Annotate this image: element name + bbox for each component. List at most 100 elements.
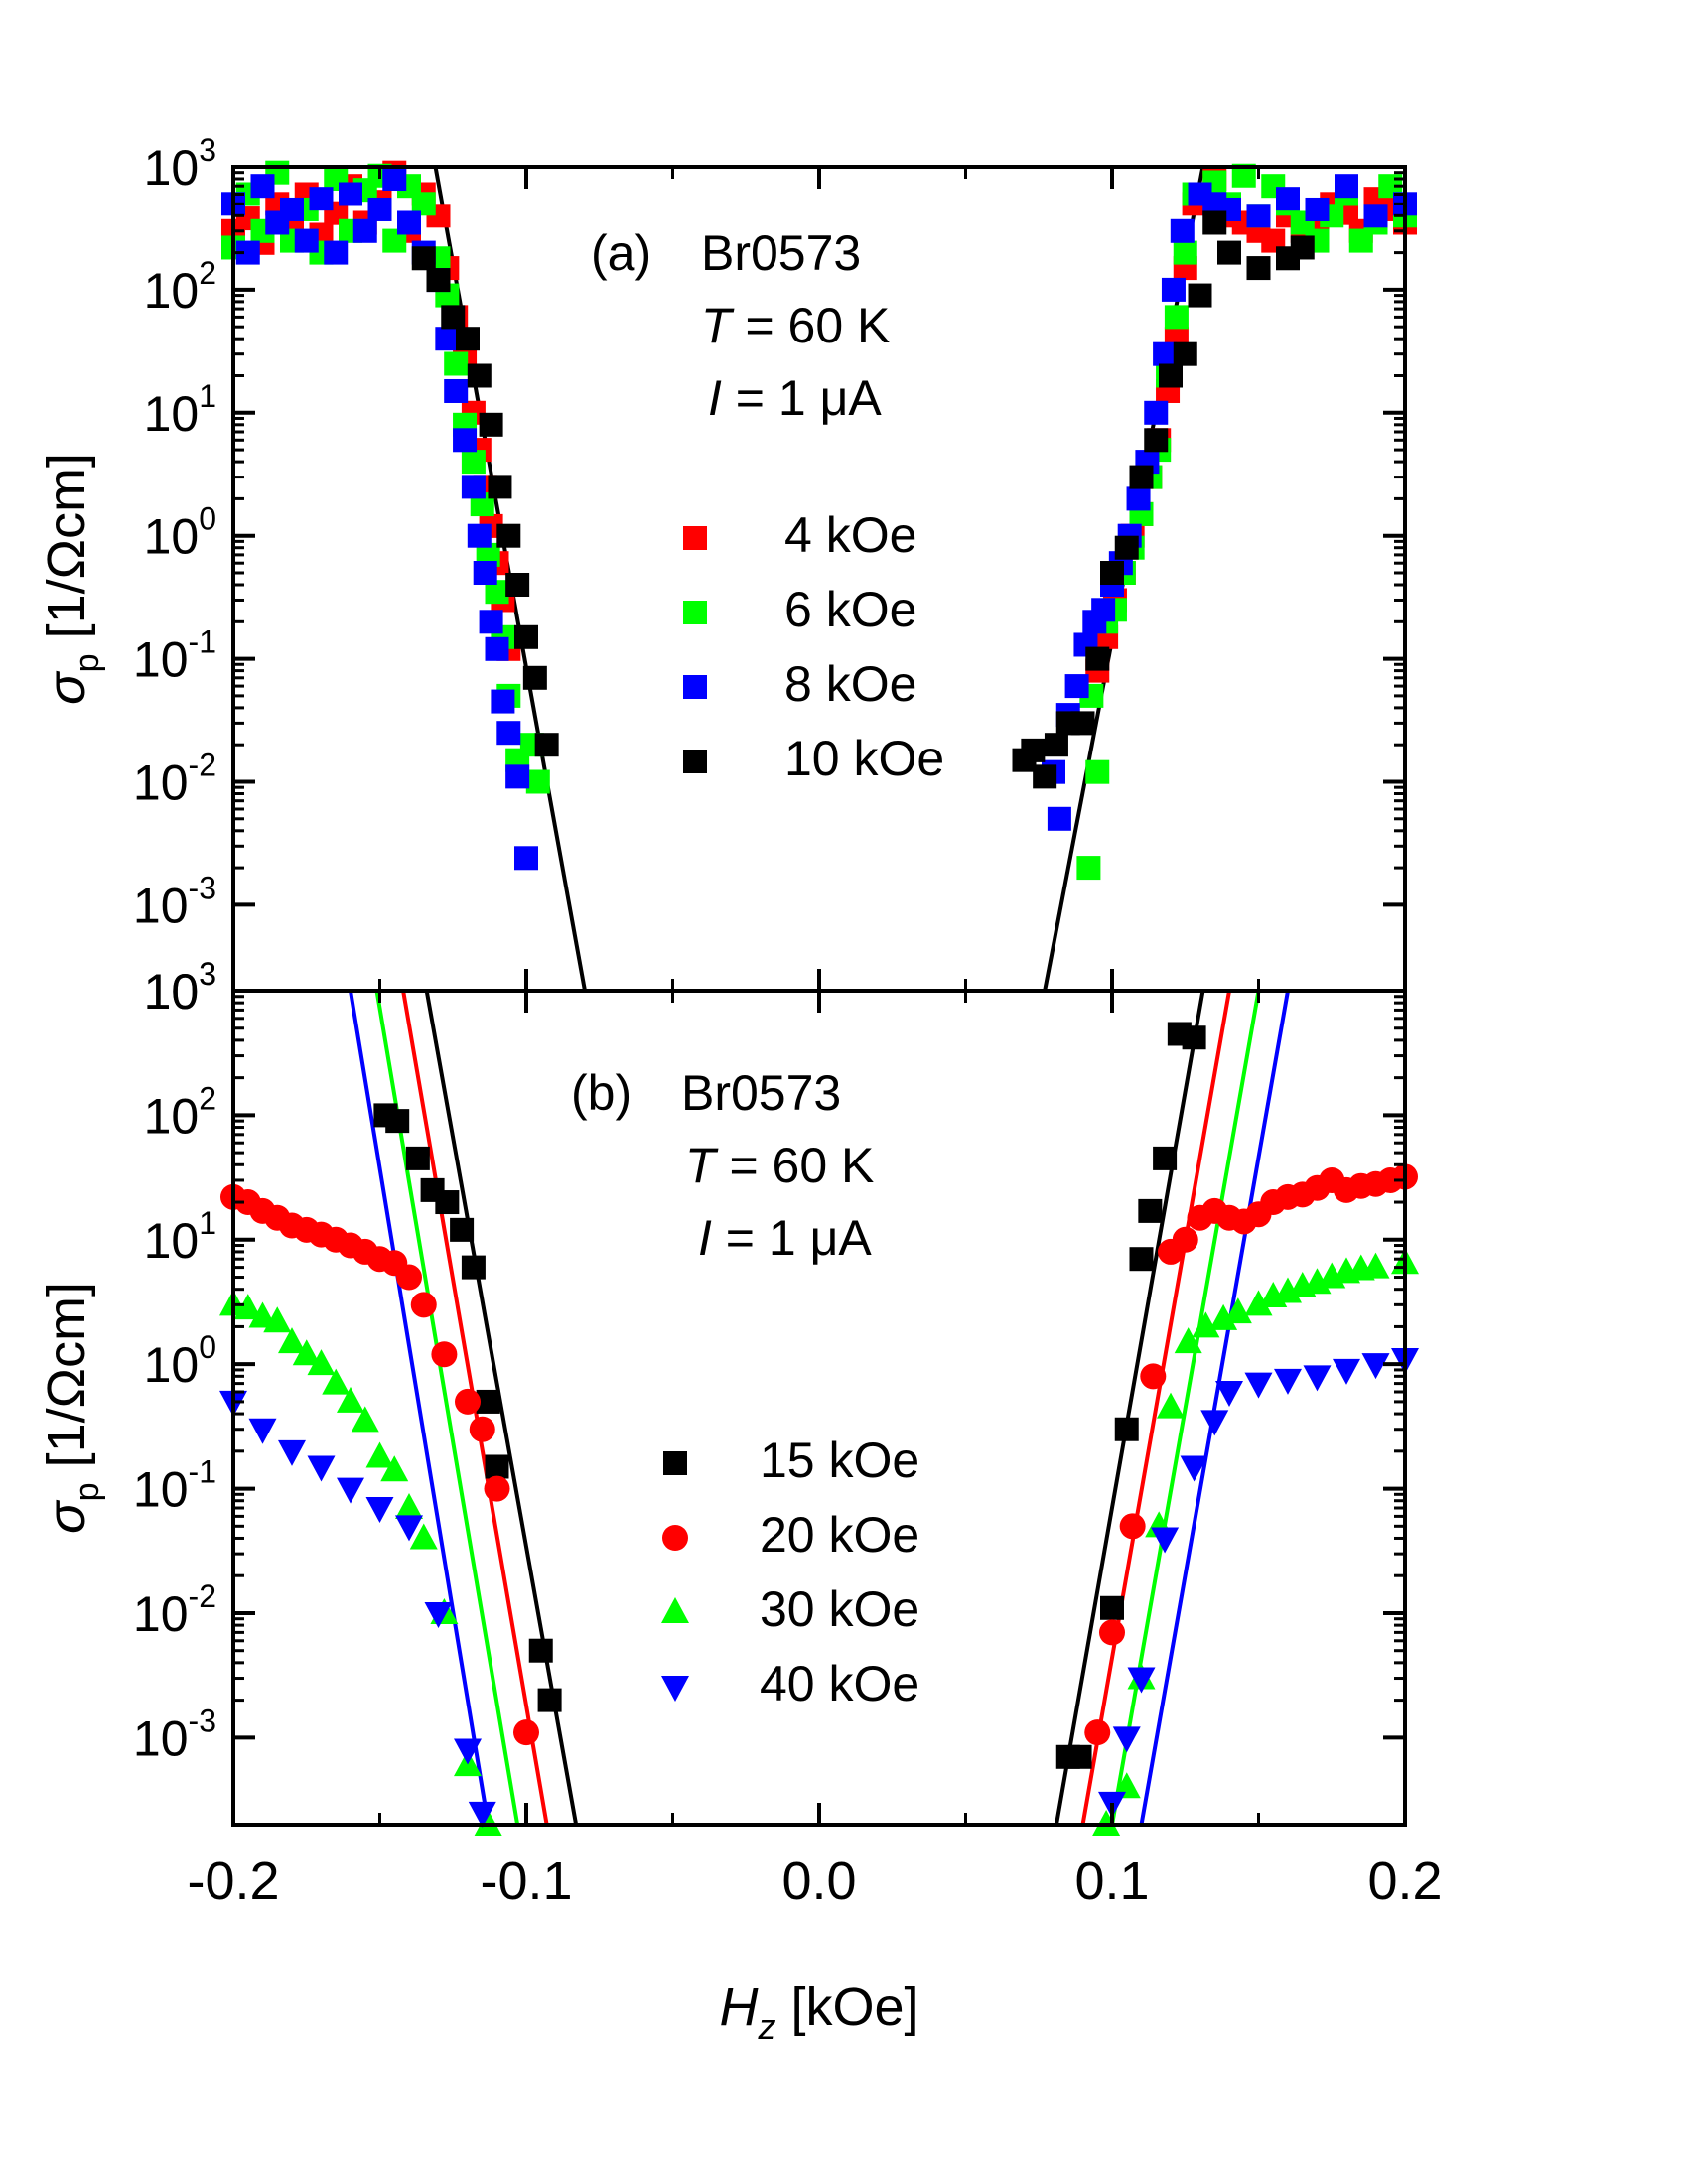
data-point <box>1021 738 1046 762</box>
panel-b-temperature: T = 60 K <box>685 1138 874 1193</box>
data-point <box>491 689 515 714</box>
panel-b-sample: Br0573 <box>681 1065 841 1121</box>
data-point <box>397 210 421 235</box>
data-point <box>467 363 492 388</box>
legend-marker <box>683 526 707 550</box>
data-point <box>514 624 538 649</box>
x-tick-label: -0.1 <box>480 1851 572 1911</box>
panel-a: 103 102 101 100 10-1 10-2 10-3 103 σp [1/Ωcm] (… <box>37 132 1417 1020</box>
ylabel-sigma-b: σ <box>37 1499 96 1534</box>
data-point <box>337 1386 364 1413</box>
data-point <box>324 240 349 265</box>
data-point <box>1114 1417 1139 1441</box>
data-point <box>461 450 486 475</box>
data-point <box>1064 674 1089 699</box>
data-point <box>380 1455 409 1482</box>
legend-marker <box>662 1525 688 1551</box>
data-point <box>1159 363 1183 388</box>
y-tick-label: 10-2 <box>133 747 216 810</box>
data-point <box>468 1801 496 1828</box>
data-point <box>431 1341 458 1368</box>
y-tick-label: 102 <box>144 255 216 319</box>
data-point <box>382 167 407 192</box>
panel-b-data-points <box>219 1022 1419 1836</box>
data-point <box>250 174 275 199</box>
panel-b-legend: 15 kOe 20 kOe 30 kOe 40 kOe <box>661 1433 919 1711</box>
panel-b-x-ticks: -0.2 -0.1 0.0 0.1 0.2 <box>187 991 1443 1911</box>
data-point <box>1244 1290 1273 1316</box>
data-point <box>233 1294 262 1320</box>
legend-marker <box>683 750 707 773</box>
panel-b-y-ticks: 103 102 101 100 10-1 10-2 10-3 <box>133 956 1405 1766</box>
data-point <box>352 218 377 243</box>
legend-label: 8 kOe <box>784 656 916 712</box>
data-point <box>1173 240 1197 265</box>
data-point <box>365 1441 394 1468</box>
data-point <box>307 1349 336 1376</box>
legend-marker <box>683 675 707 699</box>
data-point <box>337 1477 364 1504</box>
legend-marker <box>661 1676 689 1702</box>
legend-label: 10 kOe <box>784 731 944 786</box>
data-point <box>365 1496 394 1523</box>
data-point <box>522 665 547 690</box>
y-tick-label: 103 <box>144 956 216 1020</box>
data-point <box>1173 341 1197 366</box>
data-point <box>1202 210 1227 235</box>
data-point <box>1215 1380 1243 1407</box>
data-point <box>292 1339 321 1366</box>
legend-label: 40 kOe <box>760 1656 919 1711</box>
x-axis-title: Hz [kOe] <box>719 1978 918 2047</box>
data-point <box>426 268 451 293</box>
data-point <box>1129 465 1154 489</box>
data-point <box>351 1406 379 1433</box>
data-point <box>1246 204 1271 228</box>
data-point <box>1129 1247 1154 1272</box>
y-tick-label: 102 <box>144 1080 216 1144</box>
data-point <box>1144 428 1169 453</box>
y-tick-label: 10-1 <box>133 1454 216 1518</box>
data-point <box>496 523 521 548</box>
data-point <box>1138 1198 1163 1223</box>
data-point <box>395 1515 423 1542</box>
data-point <box>450 1217 475 1242</box>
data-point <box>1182 1025 1206 1050</box>
data-point <box>1112 1772 1141 1799</box>
fit-line <box>424 990 579 1826</box>
y-tick-label: 100 <box>144 1329 216 1393</box>
legend-label: 15 kOe <box>760 1433 919 1488</box>
data-point <box>444 378 469 403</box>
data-point <box>1044 733 1068 757</box>
data-point <box>322 1368 351 1395</box>
data-point <box>1157 1392 1185 1419</box>
data-point <box>467 523 492 548</box>
data-point <box>1091 598 1116 622</box>
data-point <box>1303 1365 1332 1392</box>
data-point <box>456 327 480 351</box>
x-tick-label: 0.0 <box>781 1851 856 1911</box>
legend-label: 6 kOe <box>784 582 916 637</box>
data-point <box>1170 218 1195 243</box>
data-point <box>424 1601 453 1628</box>
ylabel-sub: p <box>69 653 106 672</box>
data-point <box>385 1109 410 1134</box>
data-point <box>1085 646 1110 671</box>
data-point <box>1164 305 1189 330</box>
data-point <box>1200 1410 1229 1436</box>
data-point <box>479 610 503 634</box>
data-point <box>1363 204 1388 228</box>
data-point <box>534 733 559 757</box>
data-point <box>537 1688 562 1712</box>
y-tick-label: 10-1 <box>133 624 216 688</box>
data-point <box>309 187 334 211</box>
ylabel-unit-b: [1/Ωcm] <box>37 1282 96 1467</box>
data-point <box>454 1738 482 1765</box>
data-point <box>1070 711 1095 736</box>
ylabel-unit: [1/Ωcm] <box>37 453 96 638</box>
panel-a-y-ticks: 103 102 101 100 10-1 10-2 10-3 103 <box>133 132 1407 1020</box>
data-point <box>1180 1455 1208 1482</box>
data-point <box>395 1492 423 1519</box>
data-point <box>479 412 503 437</box>
panel-b-label: (b) <box>571 1065 632 1121</box>
panel-a-sample: Br0573 <box>701 225 861 281</box>
